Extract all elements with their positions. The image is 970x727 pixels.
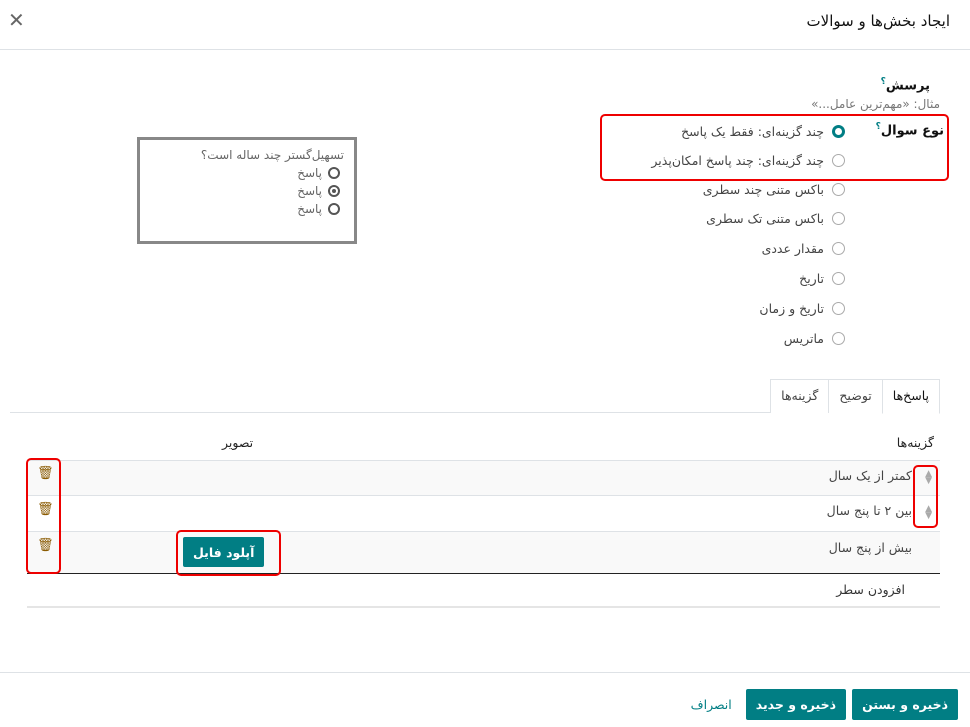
drag-handle-icon[interactable]: ▲ ▼ xyxy=(925,504,932,521)
choice-text[interactable]: بین ۲ تا پنج سال xyxy=(826,503,912,518)
table-row[interactable] xyxy=(27,495,940,531)
option-label: تاریخ و زمان xyxy=(759,301,824,316)
question-preview: تسهیل‌گستر چند ساله است؟ پاسخ پاسخ پاسخ xyxy=(137,137,357,244)
footer: ذخیره و بستن ذخیره و جدید انصراف xyxy=(683,689,958,720)
question-label: پرسش؟ xyxy=(881,77,930,93)
tab-options[interactable]: گزینه‌ها xyxy=(770,379,830,413)
option-label: ماتریس xyxy=(783,331,824,346)
radio-icon[interactable] xyxy=(832,332,845,345)
option-label: باکس متنی تک سطری xyxy=(706,211,824,226)
divider xyxy=(27,606,940,608)
radio-icon[interactable] xyxy=(832,212,845,225)
help-icon[interactable]: ؟ xyxy=(875,122,881,132)
question-type-option[interactable]: تاریخ xyxy=(799,271,845,286)
highlight-box xyxy=(26,458,61,574)
column-header-choices: گزینه‌ها xyxy=(896,435,934,450)
question-type-option[interactable]: چند گزینه‌ای: چند پاسخ امکان‌پذیر xyxy=(651,153,845,168)
radio-icon[interactable] xyxy=(832,272,845,285)
question-type-option[interactable]: باکس متنی تک سطری xyxy=(706,211,845,226)
highlight-box xyxy=(600,114,949,181)
add-line-link[interactable]: افزودن سطر xyxy=(836,582,905,597)
save-new-button[interactable]: ذخیره و جدید xyxy=(745,689,847,720)
radio-icon[interactable] xyxy=(832,125,845,138)
radio-icon xyxy=(328,167,340,179)
option-label: چند گزینه‌ای: فقط یک پاسخ xyxy=(681,124,824,139)
question-type-option[interactable]: مقدار عددی xyxy=(762,241,845,256)
highlight-box xyxy=(176,530,281,576)
tab-answers[interactable]: پاسخ‌ها xyxy=(881,379,940,414)
tab-description[interactable]: توضیح xyxy=(828,379,883,413)
radio-icon[interactable] xyxy=(832,183,845,196)
tab-bar: پاسخ‌ها توضیح گزینه‌ها xyxy=(10,379,940,414)
drag-handle-icon[interactable]: ▲ ▼ xyxy=(925,469,932,486)
radio-icon[interactable] xyxy=(832,242,845,255)
dialog-header xyxy=(0,0,970,50)
save-close-button[interactable]: ذخیره و بستن xyxy=(852,689,958,720)
help-icon[interactable]: ؟ xyxy=(880,77,886,87)
preview-answer-text: پاسخ xyxy=(297,166,322,180)
trash-icon[interactable]: 🗑 xyxy=(37,538,54,553)
option-label: باکس متنی چند سطری xyxy=(702,182,824,197)
trash-icon[interactable]: 🗑 xyxy=(37,502,54,517)
preview-answer: پاسخ xyxy=(150,202,340,216)
footer-divider xyxy=(0,672,970,673)
choice-text[interactable]: بیش از پنج سال xyxy=(828,540,912,555)
question-type-option[interactable]: تاریخ و زمان xyxy=(759,301,845,316)
preview-answer: پاسخ xyxy=(150,184,340,198)
question-type-label: نوع سوال؟ xyxy=(876,122,944,138)
question-type-option[interactable]: ماتریس xyxy=(784,331,845,346)
radio-icon xyxy=(328,203,340,215)
question-type-label-text: نوع سوال xyxy=(880,123,944,139)
table-row[interactable] xyxy=(27,460,940,495)
highlight-box xyxy=(913,465,938,528)
option-label: مقدار عددی xyxy=(761,241,824,256)
preview-question: تسهیل‌گستر چند ساله است؟ xyxy=(200,148,344,162)
option-label: تاریخ xyxy=(799,271,824,286)
question-type-option[interactable]: باکس متنی چند سطری xyxy=(703,182,845,197)
radio-icon[interactable] xyxy=(832,302,845,315)
preview-answer-text: پاسخ xyxy=(297,184,322,198)
column-header-image: تصویر xyxy=(222,435,254,450)
question-label-text: پرسش xyxy=(885,78,930,94)
option-label: چند گزینه‌ای: چند پاسخ امکان‌پذیر xyxy=(651,153,824,168)
preview-answer: پاسخ xyxy=(150,166,340,180)
question-type-option[interactable]: چند گزینه‌ای: فقط یک پاسخ xyxy=(681,124,845,139)
radio-icon[interactable] xyxy=(832,154,845,167)
close-icon[interactable]: ✕ xyxy=(8,8,25,32)
dialog-title: ایجاد بخش‌ها و سوالات xyxy=(806,12,950,30)
choice-text[interactable]: کمتر از یک سال xyxy=(828,468,912,483)
trash-icon[interactable]: 🗑 xyxy=(37,466,54,481)
radio-checked-icon xyxy=(328,185,340,197)
question-input[interactable]: مثال: «مهم‌ترین عامل...» xyxy=(811,97,940,111)
table-row[interactable] xyxy=(27,531,940,574)
preview-answer-text: پاسخ xyxy=(297,202,322,216)
upload-file-button[interactable]: آپلود فایل xyxy=(183,537,265,567)
discard-button[interactable]: انصراف xyxy=(690,697,732,712)
